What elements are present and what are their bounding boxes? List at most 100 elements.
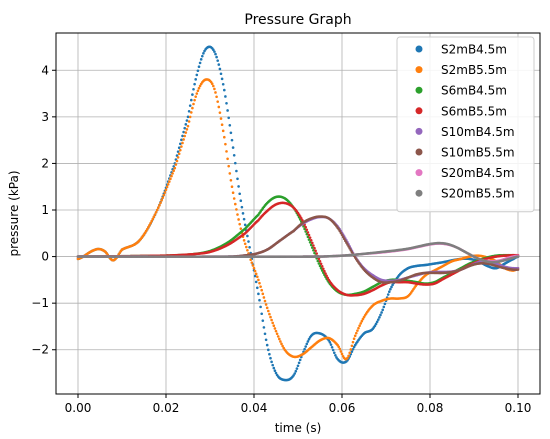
data-point: [391, 283, 394, 287]
data-point: [348, 351, 352, 355]
data-point: [254, 280, 258, 284]
data-point: [337, 345, 341, 349]
data-point: [237, 218, 240, 221]
data-point: [344, 239, 347, 243]
data-point: [232, 197, 236, 200]
data-point: [340, 352, 344, 356]
data-point: [194, 95, 197, 98]
data-point: [226, 109, 229, 112]
data-point: [191, 93, 194, 96]
data-point: [318, 264, 322, 268]
data-point: [326, 276, 330, 280]
data-point: [199, 58, 203, 61]
data-point: [146, 227, 149, 231]
data-point: [185, 128, 189, 131]
legend-marker: [415, 189, 423, 197]
data-point: [325, 274, 328, 278]
data-point: [154, 210, 158, 214]
data-point: [196, 89, 200, 93]
data-point: [157, 206, 160, 210]
data-point: [186, 115, 190, 119]
data-point: [307, 233, 311, 237]
data-point: [272, 366, 276, 370]
data-point: [172, 169, 175, 173]
data-point: [306, 340, 310, 343]
data-point: [274, 329, 278, 333]
data-point: [374, 322, 378, 326]
data-point: [306, 231, 310, 234]
data-point: [352, 337, 356, 341]
plot-area: [76, 45, 520, 382]
data-point: [261, 319, 265, 322]
chart-title: Pressure Graph: [244, 12, 351, 28]
data-point: [323, 269, 326, 273]
data-point: [307, 238, 311, 241]
legend-marker: [415, 107, 423, 115]
data-point: [308, 240, 312, 244]
data-point: [264, 303, 268, 306]
y-tick-label: −1: [31, 296, 49, 310]
x-axis-label: time (s): [275, 421, 322, 435]
data-point: [340, 233, 344, 237]
data-point: [169, 177, 172, 181]
data-point: [221, 82, 225, 86]
data-point: [212, 84, 215, 88]
y-tick-label: −2: [31, 343, 49, 357]
data-point: [352, 345, 356, 349]
legend-marker: [415, 127, 423, 135]
data-point: [516, 268, 520, 271]
data-point: [194, 78, 197, 81]
data-point: [229, 131, 233, 135]
data-point: [345, 241, 348, 244]
y-tick-label: 1: [41, 203, 49, 217]
data-point: [304, 345, 308, 348]
data-point: [281, 344, 284, 348]
data-point: [342, 237, 346, 241]
data-point: [184, 123, 188, 126]
data-point: [246, 234, 249, 238]
axes-frame: [55, 32, 541, 395]
data-point: [350, 350, 354, 353]
data-point: [318, 259, 322, 263]
data-point: [192, 102, 195, 106]
data-point: [361, 317, 365, 321]
data-point: [351, 347, 355, 351]
data-point: [171, 172, 174, 175]
data-point: [239, 227, 243, 230]
data-point: [237, 185, 240, 188]
data-point: [317, 262, 321, 265]
data-point: [164, 188, 168, 192]
data-point: [162, 193, 166, 197]
data-point: [276, 335, 280, 338]
data-point: [243, 242, 247, 246]
data-point: [280, 342, 283, 346]
data-point: [278, 337, 281, 341]
data-point: [242, 217, 246, 221]
data-point: [174, 163, 178, 166]
data-point: [275, 332, 279, 336]
data-point: [516, 255, 520, 258]
data-point: [255, 286, 259, 290]
data-point: [219, 72, 223, 76]
data-point: [195, 73, 199, 77]
data-point: [231, 191, 235, 195]
data-point: [270, 318, 273, 322]
data-point: [311, 246, 314, 249]
data-point: [246, 248, 249, 252]
data-point: [180, 138, 183, 142]
data-point: [357, 326, 360, 330]
data-point: [265, 343, 269, 347]
data-point: [297, 361, 301, 365]
legend-marker: [415, 66, 423, 74]
data-point: [218, 67, 222, 71]
data-point: [147, 225, 150, 229]
data-point: [333, 351, 336, 355]
data-point: [388, 290, 391, 294]
data-point: [267, 348, 270, 352]
data-point: [267, 309, 270, 313]
data-point: [274, 371, 278, 375]
data-point: [220, 77, 224, 81]
data-point: [259, 305, 262, 309]
data-point: [153, 213, 157, 216]
